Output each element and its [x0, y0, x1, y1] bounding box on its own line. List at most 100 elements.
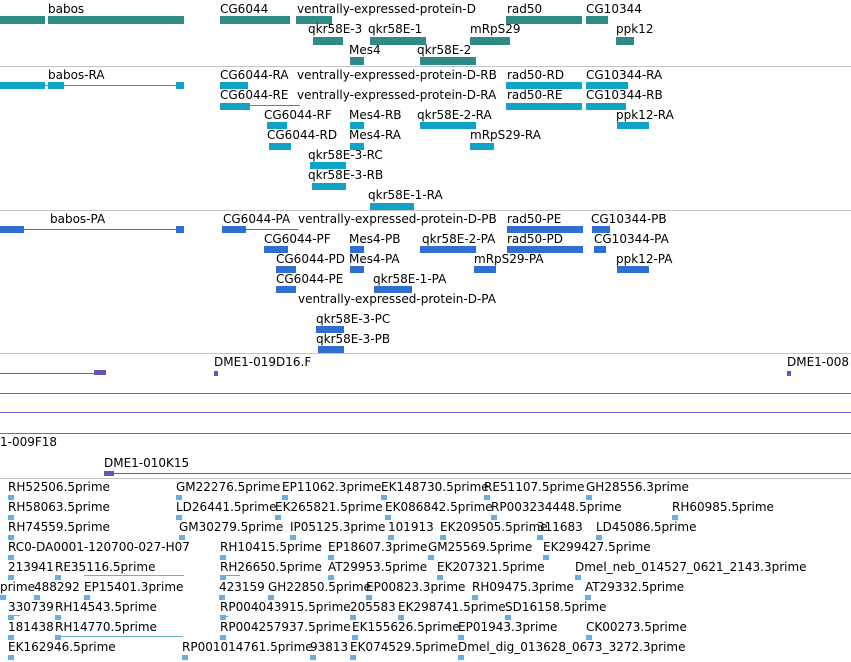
transcript-exon[interactable] [267, 122, 287, 129]
gene-feature[interactable] [0, 16, 45, 24]
est-feature[interactable] [0, 595, 6, 600]
protein-label[interactable]: CG6044-PE [276, 272, 344, 286]
gene-label[interactable]: ppk12 [616, 22, 654, 36]
transcript-exon[interactable] [470, 143, 494, 150]
transcript-exon[interactable] [269, 143, 291, 150]
protein-segment[interactable] [507, 246, 583, 253]
transcript-exon[interactable] [350, 122, 364, 129]
protein-segment[interactable] [474, 266, 496, 273]
protein-segment[interactable] [592, 226, 610, 233]
gene-label[interactable]: mRpS29 [470, 22, 521, 36]
est-feature[interactable] [220, 575, 226, 580]
est-feature[interactable] [310, 655, 316, 660]
gene-feature[interactable] [370, 37, 426, 45]
transcript-exon[interactable] [506, 103, 582, 110]
transcript-label[interactable]: rad50-RE [507, 88, 563, 102]
est-label[interactable]: EK299427.5prime [543, 540, 651, 554]
protein-segment[interactable] [507, 226, 583, 233]
gene-feature[interactable] [470, 37, 510, 45]
protein-label[interactable]: qkr58E-3-PB [316, 332, 391, 346]
est-feature[interactable] [220, 635, 226, 640]
gene-feature[interactable] [506, 16, 582, 24]
est-label[interactable]: LD45086.5prime [596, 520, 697, 534]
est-label[interactable]: EP01943.3prime [458, 620, 558, 634]
est-feature[interactable] [366, 595, 372, 600]
est-feature[interactable] [428, 555, 434, 560]
transcript-exon[interactable] [220, 82, 248, 89]
est-feature[interactable] [282, 495, 288, 500]
transcript-label[interactable]: CG6044-RF [264, 108, 332, 122]
est-label[interactable]: 93813 [310, 640, 349, 654]
protein-segment[interactable] [318, 346, 344, 353]
clone-label[interactable]: 1-009F18 [0, 435, 58, 449]
gene-label[interactable]: rad50 [507, 2, 543, 16]
protein-label[interactable]: CG6044-PF [264, 232, 331, 246]
transcript-exon[interactable] [370, 203, 414, 210]
protein-label[interactable]: ppk12-PA [616, 252, 673, 266]
protein-segment[interactable] [276, 266, 296, 273]
est-feature[interactable] [437, 575, 443, 580]
est-label[interactable]: GM25569.5prime [428, 540, 533, 554]
est-feature[interactable] [586, 635, 592, 640]
gene-feature[interactable] [220, 16, 290, 24]
est-label[interactable]: LD26441.5prime [176, 500, 277, 514]
est-label[interactable]: EP00823.3prime [366, 580, 466, 594]
est-feature[interactable] [440, 535, 446, 540]
est-label[interactable]: SD16158.5prime [505, 600, 607, 614]
est-feature[interactable] [537, 535, 543, 540]
est-label[interactable]: RE51107.5prime [484, 480, 585, 494]
gene-feature[interactable] [616, 37, 634, 45]
est-label[interactable]: GM30279.5prime [179, 520, 284, 534]
est-label[interactable]: EK148730.5prime [381, 480, 489, 494]
est-label[interactable]: EK155626.5prime [352, 620, 460, 634]
transcript-label[interactable]: qkr58E-1-RA [368, 188, 443, 202]
est-feature[interactable] [350, 615, 356, 620]
gene-feature[interactable] [48, 16, 184, 24]
est-feature[interactable] [352, 635, 358, 640]
est-feature[interactable] [268, 595, 274, 600]
clone-label[interactable]: DME1-010K15 [104, 456, 190, 470]
est-label[interactable]: 488292 [34, 580, 80, 594]
est-feature[interactable] [484, 495, 490, 500]
est-label[interactable]: EK162946.5prime [8, 640, 116, 654]
est-feature[interactable] [458, 635, 464, 640]
est-feature[interactable] [328, 555, 334, 560]
est-label[interactable]: EP11062.3prime [282, 480, 382, 494]
est-label[interactable]: RH58063.5prime [8, 500, 110, 514]
gene-feature[interactable] [313, 37, 343, 45]
est-feature[interactable] [586, 495, 592, 500]
est-label[interactable]: prime [0, 580, 35, 594]
est-label[interactable]: 101913 [388, 520, 434, 534]
clone-end[interactable] [214, 371, 218, 376]
transcript-label[interactable]: rad50-RD [507, 68, 565, 82]
est-label[interactable]: 205583 [350, 600, 396, 614]
est-feature[interactable] [290, 535, 296, 540]
gene-feature[interactable] [586, 16, 608, 24]
est-feature[interactable] [176, 495, 182, 500]
est-label[interactable]: EK298741.5prime [398, 600, 506, 614]
est-label[interactable]: EK209505.5prime [440, 520, 548, 534]
transcript-exon[interactable] [506, 82, 582, 89]
est-feature[interactable] [8, 495, 14, 500]
gene-label[interactable]: ventrally-expressed-protein-D [297, 2, 476, 16]
est-label[interactable]: EK074529.5prime [350, 640, 458, 654]
protein-segment[interactable] [374, 286, 412, 293]
transcript-label[interactable]: qkr58E-3-RB [308, 168, 384, 182]
est-feature[interactable] [385, 515, 391, 520]
est-label[interactable]: RP001014761.5prime [182, 640, 313, 654]
protein-label[interactable]: Mes4-PA [349, 252, 400, 266]
est-feature[interactable] [34, 595, 40, 600]
est-feature[interactable] [543, 555, 549, 560]
transcript-exon[interactable] [48, 82, 64, 89]
transcript-label[interactable]: qkr58E-2-RA [417, 108, 492, 122]
transcript-exon[interactable] [420, 122, 476, 129]
est-label[interactable]: 181438 [8, 620, 54, 634]
transcript-label[interactable]: babos-RA [48, 68, 105, 82]
est-label[interactable]: EP15401.3prime [84, 580, 184, 594]
transcript-exon[interactable] [0, 82, 45, 89]
transcript-label[interactable]: CG6044-RA [220, 68, 289, 82]
protein-label[interactable]: CG6044-PA [223, 212, 291, 226]
transcript-exon[interactable] [312, 183, 346, 190]
est-feature[interactable] [8, 655, 14, 660]
gene-feature[interactable] [350, 57, 364, 65]
